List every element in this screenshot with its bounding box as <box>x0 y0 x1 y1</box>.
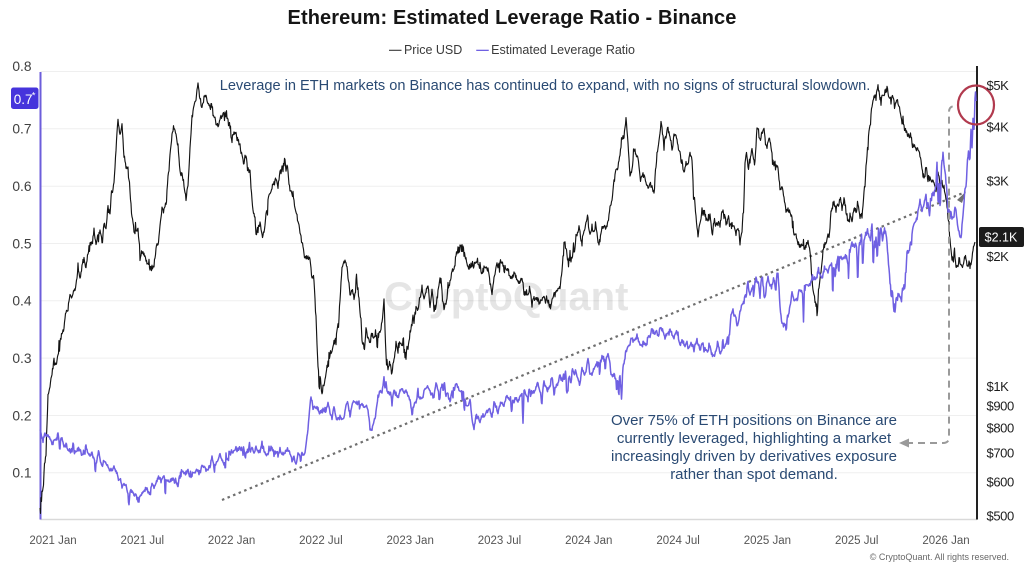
svg-text:$800: $800 <box>987 421 1014 436</box>
svg-text:*: * <box>32 91 36 102</box>
svg-text:0.7: 0.7 <box>14 92 33 107</box>
svg-text:$4K: $4K <box>987 120 1010 135</box>
svg-text:2026 Jan: 2026 Jan <box>922 535 969 547</box>
svg-text:2023 Jul: 2023 Jul <box>478 535 521 547</box>
svg-text:$3K: $3K <box>987 173 1010 188</box>
svg-text:$2K: $2K <box>987 249 1010 264</box>
svg-text:0.1: 0.1 <box>12 466 31 481</box>
svg-text:$5K: $5K <box>987 78 1010 93</box>
svg-text:0.7: 0.7 <box>12 122 31 137</box>
svg-text:2024 Jul: 2024 Jul <box>656 535 699 547</box>
svg-text:0.8: 0.8 <box>12 59 32 74</box>
svg-text:$500: $500 <box>987 508 1014 523</box>
svg-text:$900: $900 <box>987 399 1014 414</box>
svg-text:0.5: 0.5 <box>12 236 32 251</box>
svg-text:$1K: $1K <box>987 379 1010 394</box>
svg-text:2021 Jul: 2021 Jul <box>121 535 164 547</box>
svg-text:2024 Jan: 2024 Jan <box>565 535 612 547</box>
svg-text:$2.1K: $2.1K <box>985 231 1018 245</box>
svg-text:0.2: 0.2 <box>12 408 31 423</box>
svg-text:$600: $600 <box>987 474 1014 489</box>
svg-text:2025 Jan: 2025 Jan <box>744 535 791 547</box>
svg-text:2022 Jul: 2022 Jul <box>299 535 342 547</box>
svg-text:0.6: 0.6 <box>12 179 32 194</box>
svg-text:2021 Jan: 2021 Jan <box>29 535 76 547</box>
svg-text:2025 Jul: 2025 Jul <box>835 535 878 547</box>
svg-text:2023 Jan: 2023 Jan <box>387 535 434 547</box>
svg-text:0.3: 0.3 <box>12 351 32 366</box>
svg-text:$700: $700 <box>987 446 1014 461</box>
svg-text:2022 Jan: 2022 Jan <box>208 535 255 547</box>
svg-text:0.4: 0.4 <box>12 294 32 309</box>
